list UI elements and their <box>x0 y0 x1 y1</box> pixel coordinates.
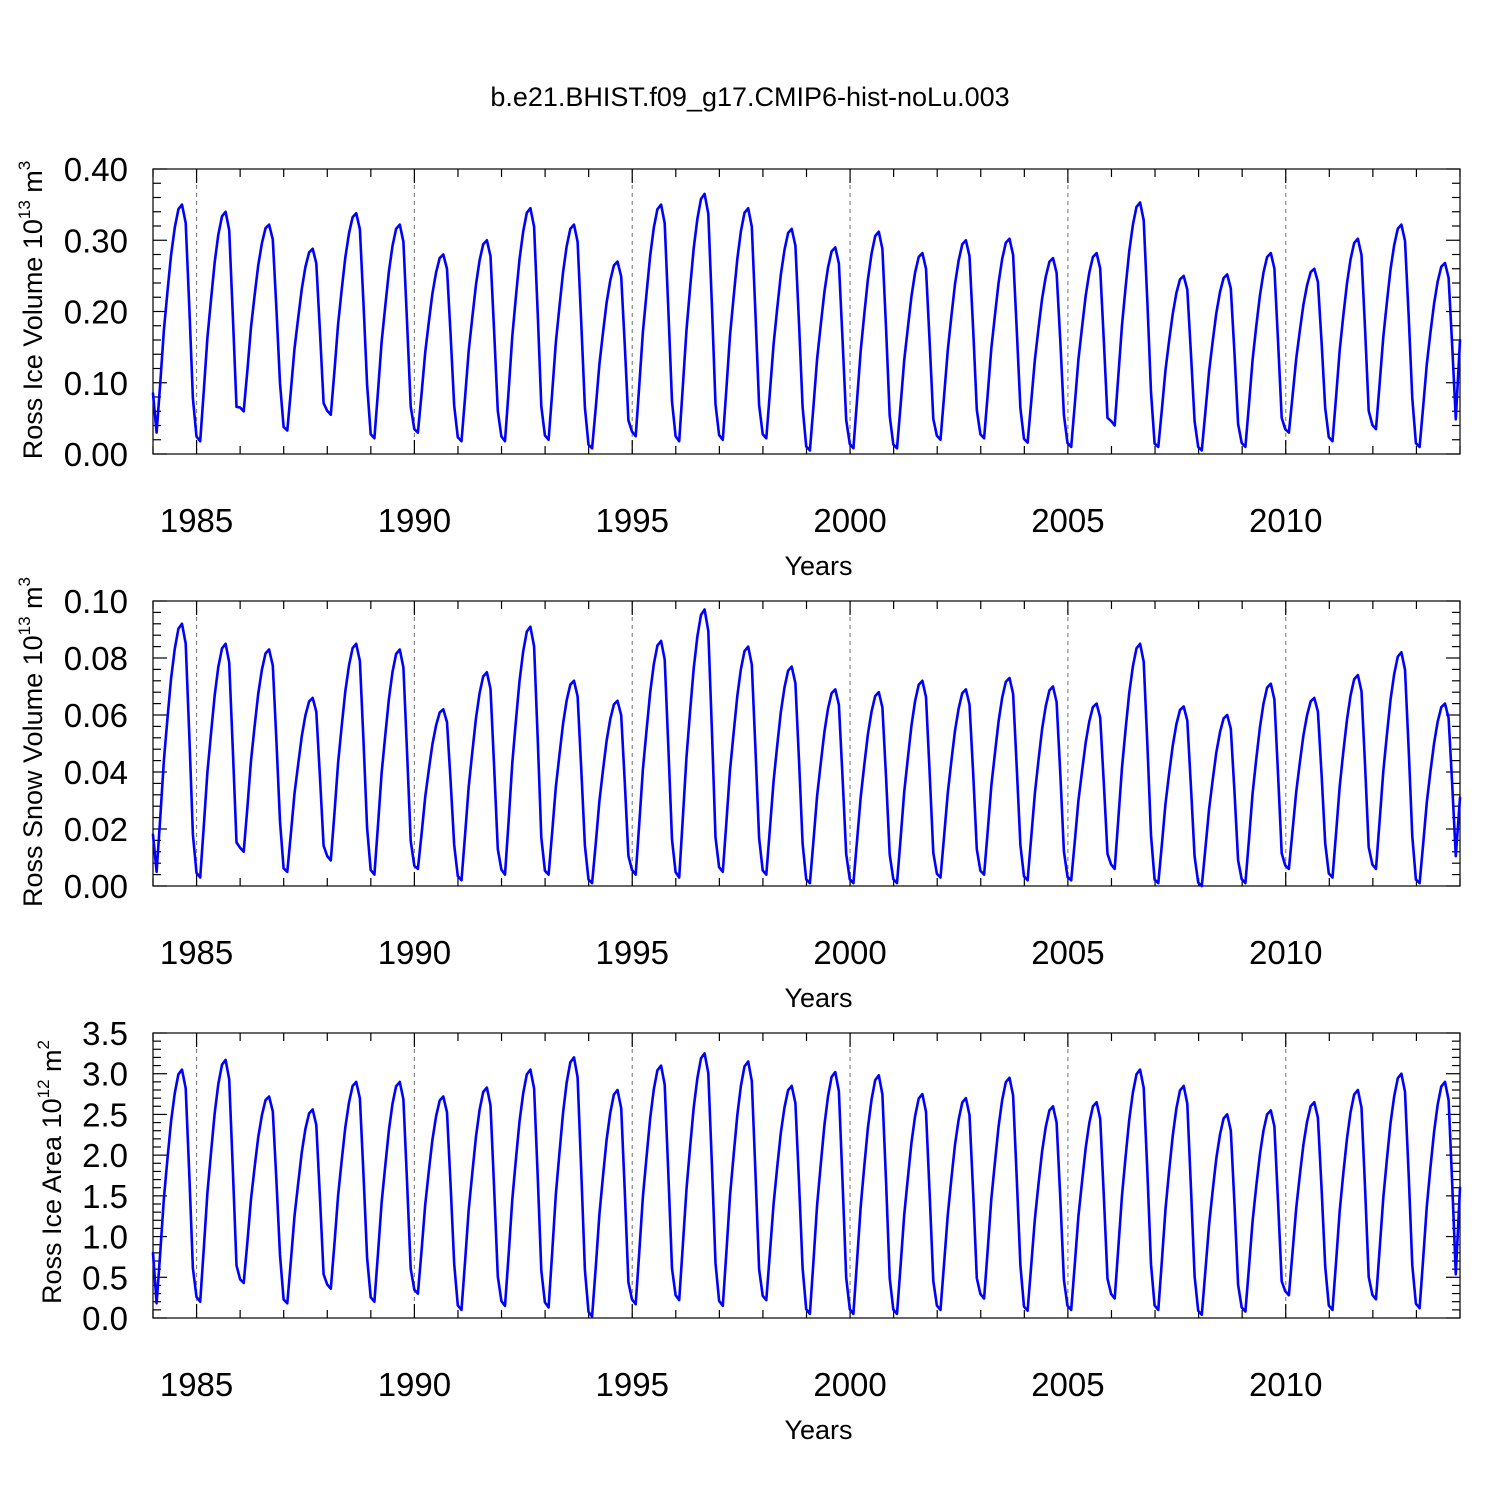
y-tick-label: 0.20 <box>64 294 128 331</box>
x-tick-label: 1985 <box>160 1366 233 1403</box>
y-tick-label: 3.5 <box>82 1015 128 1052</box>
y-tick-label: 1.5 <box>82 1178 128 1215</box>
y-tick-label: 0.40 <box>64 151 128 188</box>
x-tick-label: 1995 <box>596 934 669 971</box>
panel-2: 1985 1990 1995 2000 2005 2010 0.00 0.02 0.04 0.06… <box>15 577 1462 1013</box>
y-tick-label: 2.0 <box>82 1137 128 1174</box>
y-tick-label: 0.10 <box>64 365 128 402</box>
x-tick-label: 2010 <box>1249 1366 1322 1403</box>
x-tick-label: 1985 <box>160 934 233 971</box>
y-tick-label: 0.0 <box>82 1300 128 1337</box>
series-line <box>151 192 1462 452</box>
plot-frame <box>152 168 1461 455</box>
x-tick-label: 2010 <box>1249 934 1322 971</box>
x-tick-label: 1990 <box>378 934 451 971</box>
y-tick-label: 0.5 <box>82 1259 128 1296</box>
plot-frame <box>152 600 1461 887</box>
y-axis-title: Ross Ice Area 1012 m2 <box>34 1040 67 1304</box>
y-tick-label: 0.04 <box>64 754 128 791</box>
x-axis-title: Years <box>784 1415 852 1445</box>
y-tick-label: 0.02 <box>64 811 128 848</box>
x-tick-label: 2000 <box>813 1366 886 1403</box>
plot-frame <box>152 1032 1461 1319</box>
y-tick-label: 2.5 <box>82 1096 128 1133</box>
x-tick-label: 1995 <box>596 502 669 539</box>
panel-3: 1985 1990 1995 2000 2005 2010 0.0 0.51.0 1.5 2.0 2… <box>34 1015 1462 1445</box>
x-tick-label: 2010 <box>1249 502 1322 539</box>
figure-title: b.e21.BHIST.f09_g17.CMIP6-hist-noLu.003 <box>490 82 1009 112</box>
x-tick-label: 1995 <box>596 1366 669 1403</box>
y-tick-label: 0.08 <box>64 640 128 677</box>
x-tick-label: 1985 <box>160 502 233 539</box>
y-axis-title: Ross Snow Volume 1013 m3 <box>15 577 48 907</box>
x-tick-label: 2005 <box>1031 502 1104 539</box>
panel-1: 1985 1990 1995 2000 2005 2010 0.00 0.10 0.20 0.30… <box>15 151 1462 581</box>
y-tick-label: 0.10 <box>64 583 128 620</box>
x-tick-label: 2005 <box>1031 934 1104 971</box>
panels: 1985 1990 1995 2000 2005 2010 0.00 0.10 0.20 0.30… <box>15 151 1462 1445</box>
x-tick-label: 2005 <box>1031 1366 1104 1403</box>
x-tick-label: 1990 <box>378 1366 451 1403</box>
y-tick-label: 0.06 <box>64 697 128 734</box>
y-tick-label: 0.00 <box>64 436 128 473</box>
x-tick-label: 1990 <box>378 502 451 539</box>
x-tick-label: 2000 <box>813 502 886 539</box>
x-axis-title: Years <box>784 983 852 1013</box>
y-tick-label: 0.30 <box>64 222 128 259</box>
x-tick-label: 2000 <box>813 934 886 971</box>
series-line <box>151 608 1462 888</box>
y-axis-title: Ross Ice Volume 1013 m3 <box>15 161 48 460</box>
y-tick-label: 0.00 <box>64 868 128 905</box>
series-line <box>151 1052 1462 1318</box>
x-axis-title: Years <box>784 551 852 581</box>
y-tick-label: 1.0 <box>82 1219 128 1256</box>
y-tick-label: 3.0 <box>82 1056 128 1093</box>
